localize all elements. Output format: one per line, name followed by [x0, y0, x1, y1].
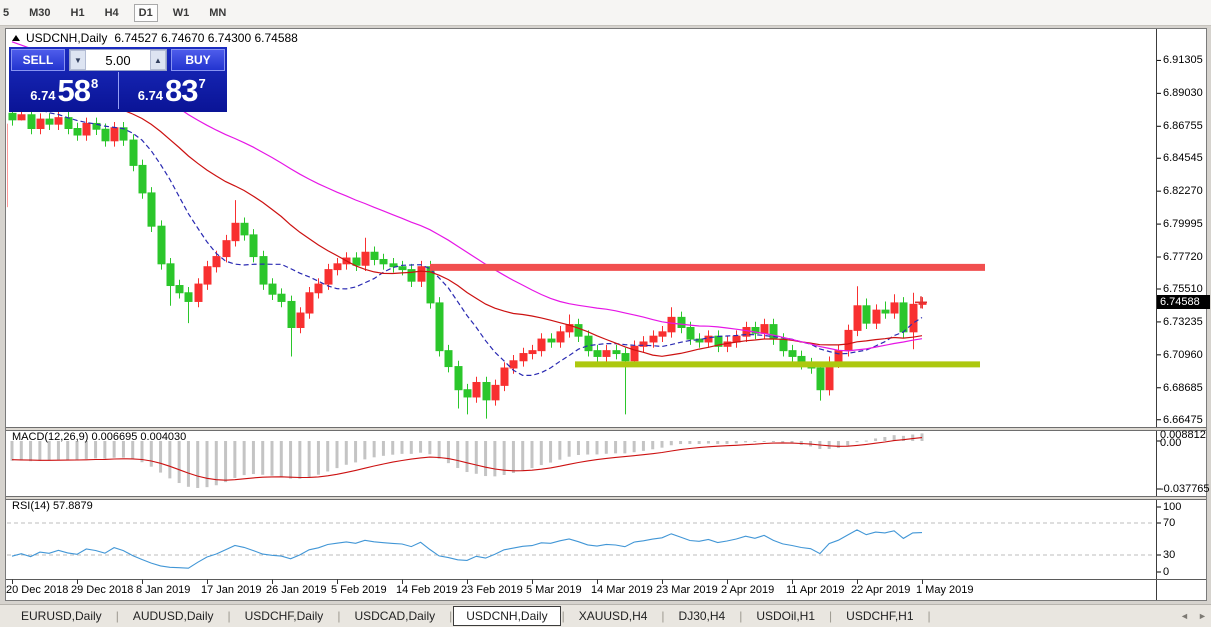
rsi-axis-label: 0 [1163, 566, 1170, 578]
x-axis-label: 5 Mar 2019 [525, 584, 582, 596]
macd-axis-zero-label: 0.00 [1160, 437, 1182, 449]
price-axis-label: 6.91305 [1163, 54, 1203, 67]
x-axis-label: 2 Apr 2019 [720, 584, 775, 596]
timeframe-button-d1[interactable]: D1 [133, 3, 158, 22]
tab-scroll-right-icon[interactable]: ► [1198, 611, 1207, 621]
tab-divider: | [115, 609, 119, 623]
tab-usdoil-h1[interactable]: USDOil,H1 [756, 609, 816, 623]
price-axis-label: 6.89030 [1163, 87, 1203, 100]
tab-usdchf-h1[interactable]: USDCHF,H1 [846, 609, 914, 623]
price-axis-label: 6.75510 [1163, 283, 1203, 295]
one-click-trade-panel: SELL ▼ 5.00 ▲ BUY 6.74 58 8 6.74 83 7 [9, 47, 227, 112]
macd-pane-splitter[interactable] [6, 427, 1206, 431]
tab-audusd-daily[interactable]: AUDUSD,Daily [132, 609, 214, 623]
tab-divider: | [739, 609, 743, 623]
x-axis-label: 20 Dec 2018 [6, 584, 69, 596]
x-axis-label: 26 Jan 2019 [265, 584, 327, 596]
x-axis-label: 8 Jan 2019 [135, 584, 191, 596]
volume-input[interactable]: 5.00 [105, 52, 131, 68]
buy-price[interactable]: 6.74 83 7 [137, 73, 206, 108]
timeframe-button-m30[interactable]: M30 [29, 6, 51, 19]
price-axis-label: 6.66475 [1163, 413, 1203, 426]
sell-price[interactable]: 6.74 58 8 [11, 72, 119, 109]
timeframe-toolbar: 5 M30 H1 H4 D1 W1 MN [0, 0, 1211, 26]
x-axis-label: 22 Apr 2019 [850, 584, 911, 596]
rsi-indicator-label: RSI(14) 57.8879 [12, 500, 93, 512]
tab-divider: | [449, 609, 453, 623]
chart-title: USDCNH,Daily 6.74527 6.74670 6.74300 6.7… [12, 31, 298, 45]
x-axis-label: 14 Mar 2019 [590, 584, 653, 596]
tab-divider: | [227, 609, 231, 623]
buy-button[interactable]: BUY [171, 49, 225, 71]
x-axis-label: 11 Apr 2019 [785, 584, 845, 596]
timeframe-button-h1[interactable]: H1 [70, 6, 85, 19]
x-axis-label: 23 Mar 2019 [655, 584, 718, 596]
volume-spinner: ▼ 5.00 ▲ [69, 49, 167, 71]
timeframe-button-5[interactable]: 5 [3, 6, 10, 19]
price-axis-label: 6.70960 [1163, 348, 1203, 361]
tab-xauusd-h4[interactable]: XAUUSD,H4 [578, 609, 648, 623]
price-axis-label: 6.84545 [1163, 152, 1203, 165]
tab-divider: | [661, 609, 665, 623]
current-price-box: 6.74588 [1157, 295, 1210, 310]
x-axis-label: 1 May 2019 [915, 584, 974, 596]
tab-divider: | [927, 609, 931, 623]
chart-tab-bar: ◄ ► EURUSD,Daily | AUDUSD,Daily | USDCHF,Dai… [0, 604, 1211, 627]
x-axis-label: 5 Feb 2019 [330, 584, 387, 596]
tab-divider: | [337, 609, 341, 623]
rsi-axis-label: 30 [1163, 549, 1176, 561]
tab-eurusd-daily[interactable]: EURUSD,Daily [21, 609, 102, 623]
tab-dj30-h4[interactable]: DJ30,H4 [678, 609, 726, 623]
tab-scroll-left-icon[interactable]: ◄ [1180, 611, 1189, 621]
macd-indicator-label: MACD(12,26,9) 0.006695 0.004030 [12, 431, 187, 443]
macd-axis-min-label: -0.037765 [1160, 483, 1210, 495]
rsi-axis-label: 100 [1163, 501, 1182, 513]
rsi-axis-label: 70 [1163, 517, 1176, 529]
timeframe-button-mn[interactable]: MN [209, 6, 227, 19]
price-axis-label: 6.82270 [1163, 185, 1203, 198]
x-axis-label: 17 Jan 2019 [200, 584, 262, 596]
price-axis-label: 6.79995 [1163, 218, 1203, 231]
chart-symbol: USDCNH,Daily [26, 31, 108, 45]
collapse-panel-icon[interactable] [12, 35, 20, 41]
x-axis-label: 14 Feb 2019 [395, 584, 458, 596]
tab-usdchf-daily[interactable]: USDCHF,Daily [244, 609, 324, 623]
tab-usdcad-daily[interactable]: USDCAD,Daily [354, 609, 436, 623]
volume-decrease-icon[interactable]: ▼ [70, 50, 86, 70]
chart-window [5, 28, 1207, 601]
macd-axis-max-label: 0.008812 [1160, 429, 1206, 441]
tab-usdcnh-daily[interactable]: USDCNH,Daily [453, 606, 561, 626]
price-axis-label: 6.86755 [1163, 120, 1203, 133]
chart-ohlc-values: 6.74527 6.74670 6.74300 6.74588 [114, 31, 298, 45]
tab-divider: | [829, 609, 833, 623]
tab-divider: | [561, 609, 565, 623]
rsi-pane-splitter[interactable] [6, 496, 1206, 500]
price-axis-label: 6.77720 [1163, 251, 1203, 264]
x-axis-label: 23 Feb 2019 [460, 584, 523, 596]
volume-increase-icon[interactable]: ▲ [150, 50, 166, 70]
timeframe-button-h4[interactable]: H4 [104, 6, 119, 19]
sell-button[interactable]: SELL [11, 49, 65, 71]
x-axis-label: 29 Dec 2018 [70, 584, 134, 596]
price-axis-label: 6.68685 [1163, 381, 1203, 394]
price-axis-label: 6.73235 [1163, 315, 1203, 328]
timeframe-button-w1[interactable]: W1 [172, 6, 190, 19]
